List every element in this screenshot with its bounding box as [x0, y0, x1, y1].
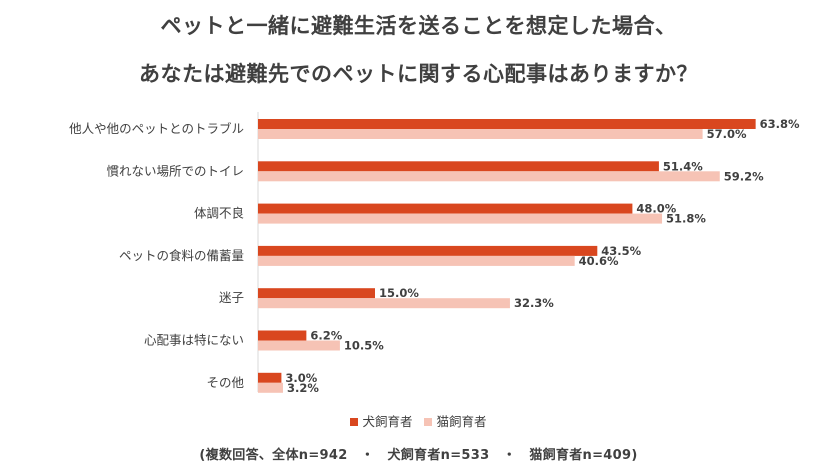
cat-owner-value-label: 32.3%	[514, 296, 554, 310]
cat-owner-bar	[258, 298, 510, 309]
legend-label-cat: 猫飼育者	[436, 414, 487, 429]
category-label: 体調不良	[194, 206, 244, 221]
category-label: 心配事は特にない	[144, 333, 244, 348]
legend-item-dog: 犬飼育者	[350, 411, 413, 430]
legend-item-cat: 猫飼育者	[424, 411, 487, 430]
chart-title-line-2: あなたは避難先でのペットに関する心配事はありますか？	[139, 62, 698, 86]
dog-owner-bar	[258, 245, 598, 256]
legend-swatch-dog	[350, 418, 359, 426]
dog-owner-value-label: 15.0%	[379, 286, 419, 300]
legend-swatch-cat	[424, 418, 433, 426]
dog-owner-value-label: 3.0%	[285, 371, 317, 385]
dog-owner-value-label: 51.4%	[663, 159, 703, 173]
dog-owner-bar	[258, 330, 307, 341]
dog-owner-bar	[258, 119, 756, 129]
category-label: 他人や他のペットとのトラブル	[69, 121, 244, 136]
category-label: 迷子	[219, 290, 244, 305]
category-label: その他	[206, 375, 244, 390]
cat-owner-value-label: 59.2%	[724, 169, 764, 183]
dog-owner-value-label: 48.0%	[636, 202, 676, 216]
cat-owner-value-label: 10.5%	[344, 339, 384, 353]
dog-owner-bar	[258, 203, 633, 214]
dog-owner-bar	[258, 372, 282, 383]
dog-owner-value-label: 6.2%	[310, 329, 342, 343]
dog-owner-bar	[258, 161, 659, 172]
cat-owner-bar	[258, 382, 283, 393]
cat-owner-bar	[258, 129, 703, 139]
cat-owner-bar	[258, 171, 720, 182]
category-label: ペットの食料の備蓄量	[119, 248, 244, 263]
legend-label-dog: 犬飼育者	[362, 414, 413, 429]
cat-owner-value-label: 51.8%	[666, 212, 706, 226]
dog-owner-value-label: 43.5%	[601, 244, 641, 258]
sample-size-note: (複数回答、全体n=942 ・ 犬飼育者n=533 ・ 猫飼育者n=409)	[199, 448, 638, 463]
cat-owner-bar	[258, 340, 340, 351]
cat-owner-bar	[258, 255, 575, 266]
dog-owner-bar	[258, 288, 375, 299]
category-label: 慣れない場所でのトイレ	[106, 163, 244, 178]
cat-owner-value-label: 40.6%	[579, 254, 619, 268]
dog-owner-value-label: 63.8%	[760, 117, 800, 131]
legend: 犬飼育者 猫飼育者	[0, 411, 837, 430]
cat-owner-bar	[258, 213, 663, 224]
cat-owner-value-label: 3.2%	[287, 381, 319, 395]
cat-owner-value-label: 57.0%	[707, 127, 747, 141]
chart-title-line-1: ペットと一緒に避難生活を送ることを想定した場合、	[160, 14, 677, 38]
